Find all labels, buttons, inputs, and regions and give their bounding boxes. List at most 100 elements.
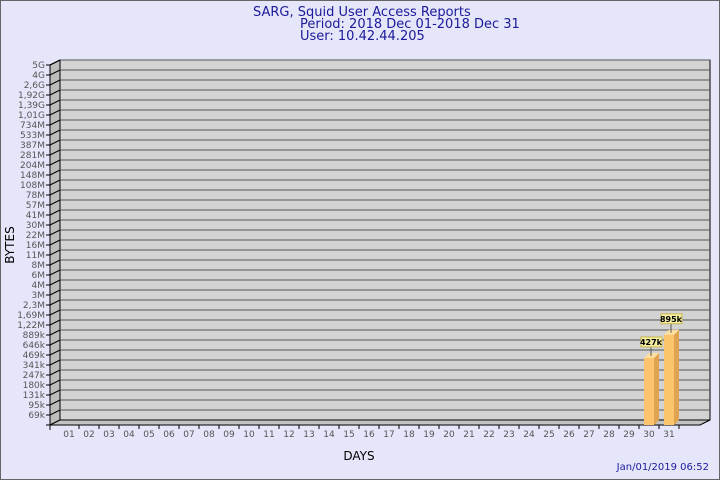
y-tick-depth [49,219,61,226]
x-tick-label: 03 [103,430,114,440]
x-tick-label: 04 [123,430,135,440]
y-tick-label: 4M [32,281,46,291]
x-tick-label: 21 [463,430,474,440]
y-tick-label: 69k [28,411,45,421]
y-tick-label: 4G [32,71,45,81]
y-tick-label: 95k [28,401,45,411]
y-tick-label: 247k [23,371,46,381]
report-user: User: 10.42.44.205 [300,29,425,44]
y-tick-label: 533M [20,131,45,141]
y-tick-depth [49,319,61,326]
x-tick-label: 09 [223,430,235,440]
y-tick-depth [49,269,61,276]
y-tick-label: 131k [23,391,46,401]
y-tick-depth [49,239,61,246]
y-tick-depth [49,179,61,186]
y-tick-depth [49,169,61,176]
value-label-box [660,313,683,325]
x-tick-label: 16 [363,430,375,440]
y-tick-depth [49,349,61,356]
y-tick-label: 148M [20,171,45,181]
x-tick-label: 02 [83,430,94,440]
y-tick-depth [49,309,61,316]
bar-value-label: 895k [660,315,683,324]
y-tick-depth [49,409,61,416]
x-tick-label: 10 [243,430,255,440]
y-tick-depth [49,159,61,166]
x-tick-label: 11 [263,430,274,440]
y-tick-label: 1,39G [18,101,45,111]
y-tick-depth [49,149,61,156]
y-tick-label: 2,6G [24,81,45,91]
x-tick-label: 15 [343,430,354,440]
y-tick-label: 1,22M [17,321,45,331]
y-tick-depth [49,129,61,136]
y-tick-depth [49,389,61,396]
x-tick-label: 27 [583,430,594,440]
y-tick-depth [49,79,61,86]
x-tick-label: 17 [383,430,394,440]
y-tick-label: 734M [20,121,45,131]
y-tick-depth [49,379,61,386]
y-tick-label: 341k [23,361,46,371]
y-tick-label: 5G [32,61,45,71]
x-tick-label: 26 [563,430,575,440]
x-tick-label: 05 [143,430,154,440]
y-tick-depth [49,109,61,116]
bar-side [674,329,679,425]
x-tick-label: 08 [203,430,215,440]
y-tick-depth [49,189,61,196]
x-tick-label: 24 [523,430,535,440]
x-tick-label: 31 [663,430,674,440]
y-tick-depth [49,89,61,96]
x-tick-label: 06 [163,430,175,440]
bar-front [664,334,674,425]
x-tick-label: 30 [643,430,655,440]
x-tick-label: 23 [503,430,514,440]
x-tick-label: 20 [443,430,455,440]
x-tick-label: 07 [183,430,194,440]
bar-day-30: 427k [640,336,663,425]
x-tick-label: 28 [603,430,615,440]
y-tick-depth [49,359,61,366]
y-tick-label: 387M [20,141,45,151]
bar-day-31: 895k [660,313,683,425]
y-tick-depth [49,209,61,216]
report-period: Period: 2018 Dec 01-2018 Dec 31 [300,17,520,32]
y-axis-label: BYTES [3,226,17,263]
x-axis-label: DAYS [343,449,374,463]
y-tick-depth [49,119,61,126]
y-tick-label: 180k [23,381,46,391]
y-tick-label: 3M [32,291,46,301]
y-tick-depth [49,369,61,376]
x-tick-label: 13 [303,430,314,440]
report-title: SARG, Squid User Access Reports [253,5,471,20]
bar-front [644,357,654,425]
y-tick-label: 6M [32,271,46,281]
x-tick-label: 14 [323,430,335,440]
y-tick-label: 646k [23,341,46,351]
plot-area: 5G4G2,6G1,92G1,39G1,01G734M533M387M281M2… [17,59,711,440]
y-tick-depth [49,339,61,346]
generated-timestamp: Jan/01/2019 06:52 [616,462,709,473]
y-tick-label: 78M [26,191,45,201]
y-tick-label: 1,01G [18,111,45,121]
y-tick-label: 8M [32,261,46,271]
y-tick-depth [49,249,61,256]
y-tick-label: 281M [20,151,45,161]
x-tick-label: 12 [283,430,294,440]
value-label-box [640,336,663,348]
y-tick-label: 57M [26,201,45,211]
y-tick-label: 1,69M [17,311,45,321]
y-tick-depth [49,69,61,76]
x-tick-label: 29 [623,430,635,440]
x-tick-label: 22 [483,430,494,440]
y-tick-label: 22M [26,231,45,241]
floor [49,419,711,426]
y-tick-depth [49,289,61,296]
y-tick-label: 11M [26,251,45,261]
y-tick-depth [49,329,61,336]
y-tick-depth [49,99,61,106]
y-tick-depth [49,229,61,236]
